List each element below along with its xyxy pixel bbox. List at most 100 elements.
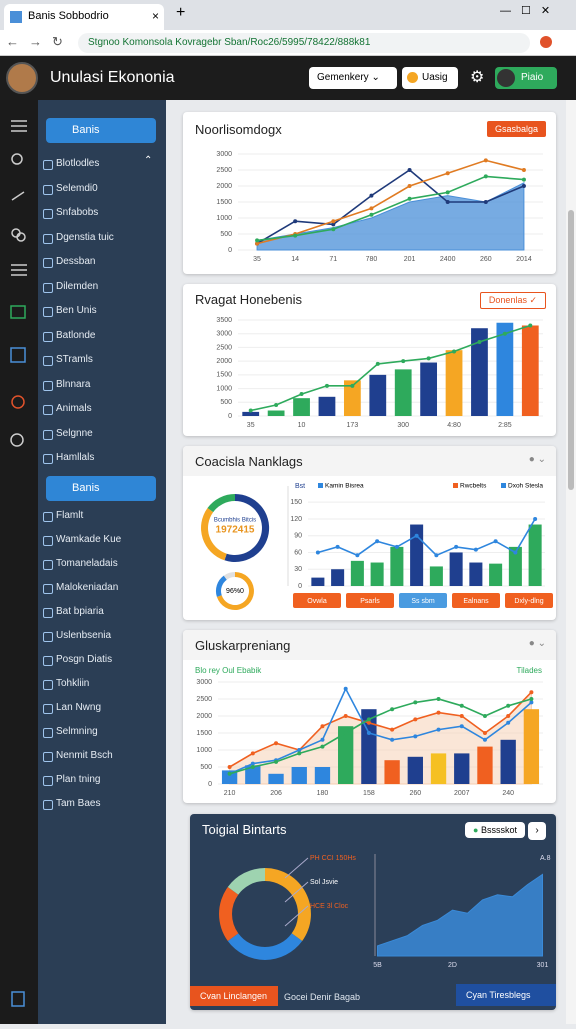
point xyxy=(413,717,418,722)
nav-item[interactable]: Malokeniadan xyxy=(42,582,119,594)
leader-line xyxy=(284,881,309,903)
card: Rvagat Honebenis Donenlas ✓ 0 500 1000 1500… xyxy=(183,284,556,436)
badge[interactable]: Donenlas ✓ xyxy=(479,292,546,309)
nav-item[interactable]: Flamlt xyxy=(42,510,84,522)
donut-slice xyxy=(207,494,235,513)
bar xyxy=(245,765,261,784)
footer-button[interactable]: Cvan Linclangen xyxy=(190,986,278,1006)
next-button[interactable]: › xyxy=(528,822,546,840)
card-menu[interactable]: ● ⌄ xyxy=(528,638,546,649)
chart-button[interactable] xyxy=(346,593,394,608)
nav-item[interactable]: Plan tning xyxy=(42,774,101,786)
dropdown[interactable]: Gemenkery ⌄ xyxy=(309,67,397,89)
point xyxy=(227,765,232,769)
nav-item[interactable]: Selmning xyxy=(43,726,98,738)
nav-item[interactable]: Bat bpiaria xyxy=(43,606,104,618)
button[interactable]: ● Bsssskot xyxy=(465,822,525,838)
point xyxy=(335,544,340,549)
point xyxy=(250,751,255,756)
nav-item[interactable]: Blnnara xyxy=(42,378,91,391)
nav-active[interactable]: Banis xyxy=(46,118,156,143)
nav-item[interactable]: Selgnne xyxy=(43,427,93,440)
nav-buttons[interactable]: ←→↻ xyxy=(6,34,73,49)
nav-item[interactable]: Dgenstia tuic xyxy=(43,231,114,244)
nav-item[interactable]: Wamkade Kue xyxy=(42,534,122,546)
nav-active[interactable]: Banis xyxy=(46,476,156,501)
y-tick-label: 1000 xyxy=(216,215,232,222)
nav-item[interactable]: Tohkliin xyxy=(42,678,90,690)
collapse-icon[interactable]: ⌃ xyxy=(144,155,153,166)
tab-close[interactable]: × xyxy=(152,9,160,23)
address-bar[interactable]: Stgnoo Komonsola Kovragebr Sban/Roc26/59… xyxy=(78,33,530,53)
scrollbar[interactable] xyxy=(566,100,576,1024)
bar xyxy=(496,322,514,416)
point xyxy=(320,744,325,749)
chart-button[interactable] xyxy=(293,593,341,608)
point xyxy=(483,200,488,204)
settings-icon[interactable]: ⚙ xyxy=(470,69,485,86)
nav-item[interactable]: Lan Nwng xyxy=(42,702,102,714)
y-tick-label: 500 xyxy=(200,764,212,771)
point xyxy=(227,771,232,776)
nav-item[interactable]: Hamllals xyxy=(42,452,95,464)
nav-item[interactable]: Blotlodles xyxy=(42,158,100,170)
footer-button[interactable]: Cyan Tiresblegs xyxy=(456,984,556,1006)
extension[interactable] xyxy=(540,36,552,48)
point xyxy=(434,553,439,558)
point xyxy=(482,731,487,735)
line xyxy=(317,518,536,557)
nav-item[interactable]: Uslenbsenia xyxy=(42,630,112,642)
chart-button[interactable] xyxy=(505,593,553,608)
legend-swatch xyxy=(453,483,458,488)
badge[interactable]: Gsasbalga xyxy=(486,121,546,137)
nav-item[interactable]: Dilemden xyxy=(42,280,99,293)
chart-button[interactable] xyxy=(452,593,500,608)
nav-item[interactable]: Batlonde xyxy=(42,329,96,342)
line xyxy=(257,175,524,242)
point xyxy=(533,516,538,521)
avatar[interactable] xyxy=(6,62,38,94)
card-menu[interactable]: ● ⌄ xyxy=(528,454,546,465)
chart-button[interactable] xyxy=(399,593,447,608)
x-tick-label: 260 xyxy=(480,256,492,263)
x-tick-label: 5B xyxy=(373,962,382,969)
user-button[interactable]: Piaio xyxy=(495,67,557,89)
window-controls[interactable]: —☐✕ xyxy=(500,5,561,17)
point xyxy=(445,200,450,204)
point xyxy=(413,734,418,739)
point xyxy=(390,727,395,732)
new-tab[interactable]: + xyxy=(176,4,186,21)
y-tick-label: 30 xyxy=(294,566,302,573)
card: Coacisla Nanklags ● ⌄ Bcumbhis Bitcis 197… xyxy=(183,446,556,620)
nav-item[interactable]: Selemdi0 xyxy=(43,182,98,195)
bar xyxy=(350,560,364,586)
donut-label: HCE 3l Cloc xyxy=(310,903,349,910)
nav-item[interactable]: Tam Baes xyxy=(42,798,101,810)
point xyxy=(482,714,487,718)
point xyxy=(390,707,395,712)
point xyxy=(506,703,511,708)
nav-item[interactable]: Posgn Diatis xyxy=(42,654,113,666)
tab[interactable]: Banis Sobbodrio × xyxy=(4,4,164,30)
chart: 0 500 1000 1500 2000 2500 3000 210 206 180 158 260 2… xyxy=(196,679,543,797)
nav-item[interactable]: STramls xyxy=(43,354,93,366)
bar xyxy=(343,380,361,416)
nav-item[interactable]: Snfabobs xyxy=(42,207,99,219)
bar xyxy=(445,350,463,416)
rail-icons xyxy=(10,120,27,1007)
point xyxy=(452,349,457,354)
nav-item[interactable]: Dessban xyxy=(42,256,96,268)
nav-item[interactable]: Tomaneladais xyxy=(43,558,118,570)
nav-item[interactable]: Ben Unis xyxy=(43,305,97,317)
point xyxy=(477,339,482,344)
tab-bar: Banis Sobbodrio × + —☐✕ xyxy=(0,0,576,30)
button[interactable]: Uasig xyxy=(402,67,458,89)
bar xyxy=(449,552,463,586)
nav-item[interactable]: Nenmit Bsch xyxy=(43,750,113,762)
line xyxy=(229,698,532,775)
bar xyxy=(361,709,377,784)
point xyxy=(521,177,526,182)
nav-item[interactable]: Animals xyxy=(43,403,92,415)
point xyxy=(459,703,464,708)
donut-slice xyxy=(223,571,235,580)
